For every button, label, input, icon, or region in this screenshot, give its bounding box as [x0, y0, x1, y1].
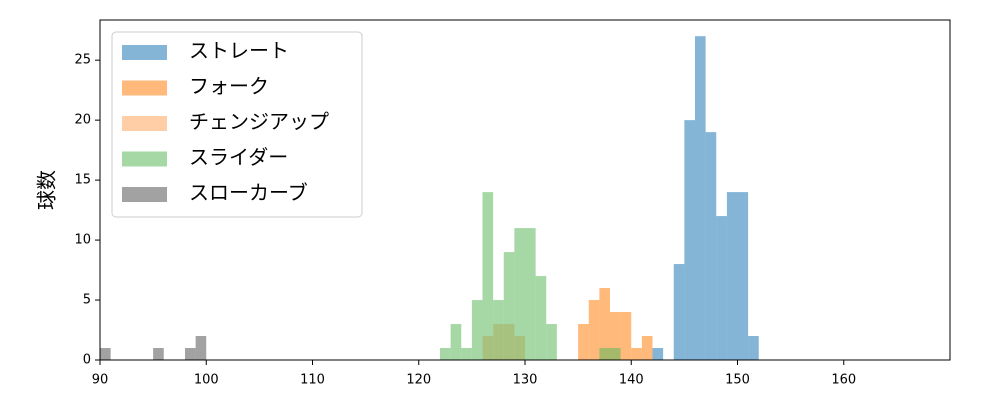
bar [514, 228, 525, 360]
legend-label: フォーク [189, 74, 269, 98]
y-tick-label: 10 [74, 233, 91, 248]
bar [652, 348, 664, 360]
bar [631, 348, 642, 360]
bar [546, 324, 557, 360]
bar [620, 312, 632, 360]
bar [461, 348, 472, 360]
bar [588, 300, 600, 360]
legend-label: ストレート [189, 39, 289, 63]
y-tick-label: 5 [83, 293, 91, 308]
y-axis-label: 球数 [35, 170, 59, 210]
bar [737, 192, 749, 360]
x-tick-label: 140 [619, 373, 644, 388]
y-tick-label: 25 [74, 53, 91, 68]
bar [471, 300, 483, 360]
x-tick-label: 90 [92, 373, 109, 388]
bar [599, 348, 610, 360]
bar [535, 276, 547, 360]
x-tick-label: 120 [406, 373, 431, 388]
bar [695, 36, 706, 360]
legend-swatch [122, 116, 167, 131]
bar [610, 348, 621, 360]
bar [610, 312, 621, 360]
bar [726, 192, 738, 360]
bar [525, 228, 536, 360]
bar [578, 324, 589, 360]
legend-label: スライダー [189, 145, 288, 169]
y-tick-label: 0 [83, 353, 91, 368]
bar [684, 120, 695, 361]
bar [599, 288, 610, 360]
y-tick-label: 20 [74, 113, 91, 128]
bar [440, 348, 451, 360]
bar [493, 300, 504, 360]
legend-label: チェンジアップ [189, 110, 329, 134]
bar [185, 348, 196, 360]
bar [705, 132, 717, 360]
bar [716, 216, 727, 360]
x-tick-label: 160 [831, 373, 856, 388]
legend-box [111, 31, 363, 218]
legend-swatch [122, 151, 167, 167]
bar [450, 324, 462, 360]
bar [482, 192, 494, 360]
x-tick-label: 110 [300, 373, 325, 388]
x-tick-label: 150 [725, 373, 750, 388]
bar [641, 336, 653, 360]
legend-swatch [122, 45, 167, 60]
bar [195, 336, 207, 360]
bar [100, 348, 111, 360]
legend-label: スローカーブ [189, 181, 308, 205]
bar [673, 264, 685, 360]
y-tick-label: 15 [74, 173, 91, 188]
legend-swatch [122, 187, 167, 202]
x-tick-label: 130 [513, 373, 538, 388]
bar [153, 348, 164, 360]
x-tick-label: 100 [194, 373, 219, 388]
bar [748, 336, 759, 360]
bar [503, 252, 515, 360]
legend-swatch [122, 80, 167, 96]
